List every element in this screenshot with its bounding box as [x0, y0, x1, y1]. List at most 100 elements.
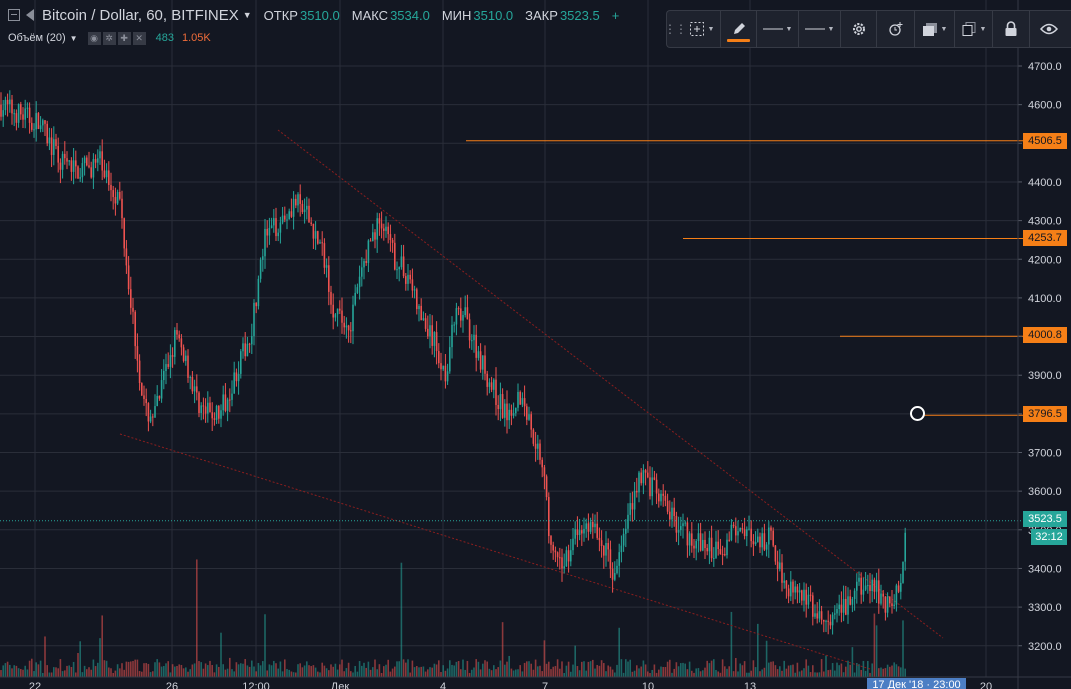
volume-bar [842, 672, 845, 677]
volume-bar [391, 668, 394, 677]
candle-body [149, 416, 152, 422]
visibility-icon[interactable]: ◉ [87, 31, 101, 45]
candle-body [647, 472, 649, 478]
candle-body [726, 539, 728, 556]
candle-body [554, 550, 557, 553]
candle-body [849, 596, 851, 605]
alert-button[interactable] [877, 10, 915, 48]
candle-body [449, 347, 451, 372]
volume-bar [264, 614, 266, 677]
volume-bar [831, 663, 834, 677]
toolbar-grip-icon[interactable]: ⋮⋮ [664, 22, 687, 36]
volume-bar [554, 666, 557, 677]
lower-trendline[interactable] [119, 433, 871, 670]
volume-bar [218, 666, 220, 677]
drag-tool-button[interactable]: ▼ [683, 10, 721, 48]
candle-body [752, 541, 755, 545]
line-style-button[interactable]: ▼ [757, 10, 799, 48]
volume-bar [268, 664, 271, 677]
more-icon[interactable]: ✚ [117, 31, 131, 45]
candle-body [583, 528, 585, 534]
volume-bar [191, 664, 194, 677]
clone-button[interactable]: ▼ [955, 10, 993, 48]
volume-bar [132, 660, 134, 677]
candle-body [160, 380, 163, 399]
symbol-menu-caret-icon[interactable]: ▼ [242, 10, 252, 20]
volume-bar [160, 666, 163, 677]
candle-body [666, 500, 669, 512]
candle-body [886, 596, 889, 613]
volume-bar [33, 671, 35, 677]
trendlines[interactable] [119, 129, 944, 670]
volume-bar [321, 662, 323, 677]
volume-bar [44, 636, 46, 677]
line-width-button[interactable]: ▼ [799, 10, 841, 48]
candle-body [127, 265, 130, 290]
settings-icon[interactable]: ✲ [102, 31, 116, 45]
volume-bar [860, 669, 862, 677]
symbol-title[interactable]: Bitcoin / Dollar, 60, BITFINEX [42, 6, 239, 24]
candle-body [79, 177, 81, 179]
candle-body [506, 403, 508, 421]
volume-bar [649, 672, 651, 677]
volume-bar [710, 660, 713, 677]
volume-bar [827, 670, 829, 677]
volume-bar [15, 665, 18, 677]
pencil-tool-button[interactable] [721, 10, 757, 48]
settings-button[interactable] [841, 10, 877, 48]
candle-body [405, 276, 407, 284]
volume-bar [143, 663, 145, 677]
volume-indicator-label[interactable]: Объём (20) [8, 32, 66, 44]
level-drag-handle[interactable] [910, 406, 925, 421]
volume-bar [101, 615, 103, 677]
volume-bar [17, 668, 20, 677]
volume-bar [464, 669, 466, 677]
candle-body [561, 557, 563, 569]
volume-bar [622, 672, 625, 677]
volume-bar [873, 613, 876, 677]
candle-body [528, 414, 530, 420]
volume-bar [158, 662, 161, 677]
volume-bar [235, 662, 238, 677]
volume-bar [638, 668, 640, 677]
volume-bar [768, 662, 770, 677]
remove-icon[interactable]: ✕ [132, 31, 146, 45]
level-label-2[interactable]: 4253.7 [1023, 230, 1067, 246]
visibility-button[interactable] [1030, 10, 1068, 48]
volume-bar [363, 662, 365, 677]
volume-bar [246, 665, 249, 677]
horizontal-levels[interactable] [466, 140, 1023, 416]
volume-bar [486, 661, 488, 677]
candle-body [145, 398, 147, 404]
level-label-3[interactable]: 4000.8 [1023, 327, 1067, 343]
candle-body [242, 343, 244, 352]
volume-bar [609, 666, 612, 677]
volume-bar [57, 668, 59, 677]
template-button[interactable]: ▼ [915, 10, 955, 48]
volume-bar [475, 659, 477, 677]
volume-bar [847, 660, 849, 677]
lock-button[interactable] [993, 10, 1030, 48]
volume-bar [121, 663, 123, 677]
volume-bar [739, 663, 741, 677]
volume-bar [204, 663, 207, 677]
candle-body [748, 528, 750, 530]
volume-menu-caret-icon[interactable]: ▼ [69, 33, 78, 43]
volume-bar [845, 666, 847, 677]
volume-bar [576, 666, 579, 677]
volume-bar [495, 669, 497, 677]
volume-bar [644, 664, 647, 677]
level-label-4[interactable]: 3796.5 [1023, 406, 1067, 422]
volume-bar [526, 661, 528, 677]
candle-body [2, 110, 4, 117]
level-label-1[interactable]: 4506.5 [1023, 133, 1067, 149]
volume-bar [433, 663, 436, 677]
upper-trendline[interactable] [277, 129, 944, 639]
volume-bar [770, 661, 772, 677]
volume-bar [803, 668, 805, 677]
collapse-legend-icon[interactable] [8, 9, 20, 21]
candle-body [297, 194, 299, 206]
candle-body [350, 330, 352, 332]
volume-bar [328, 670, 330, 677]
